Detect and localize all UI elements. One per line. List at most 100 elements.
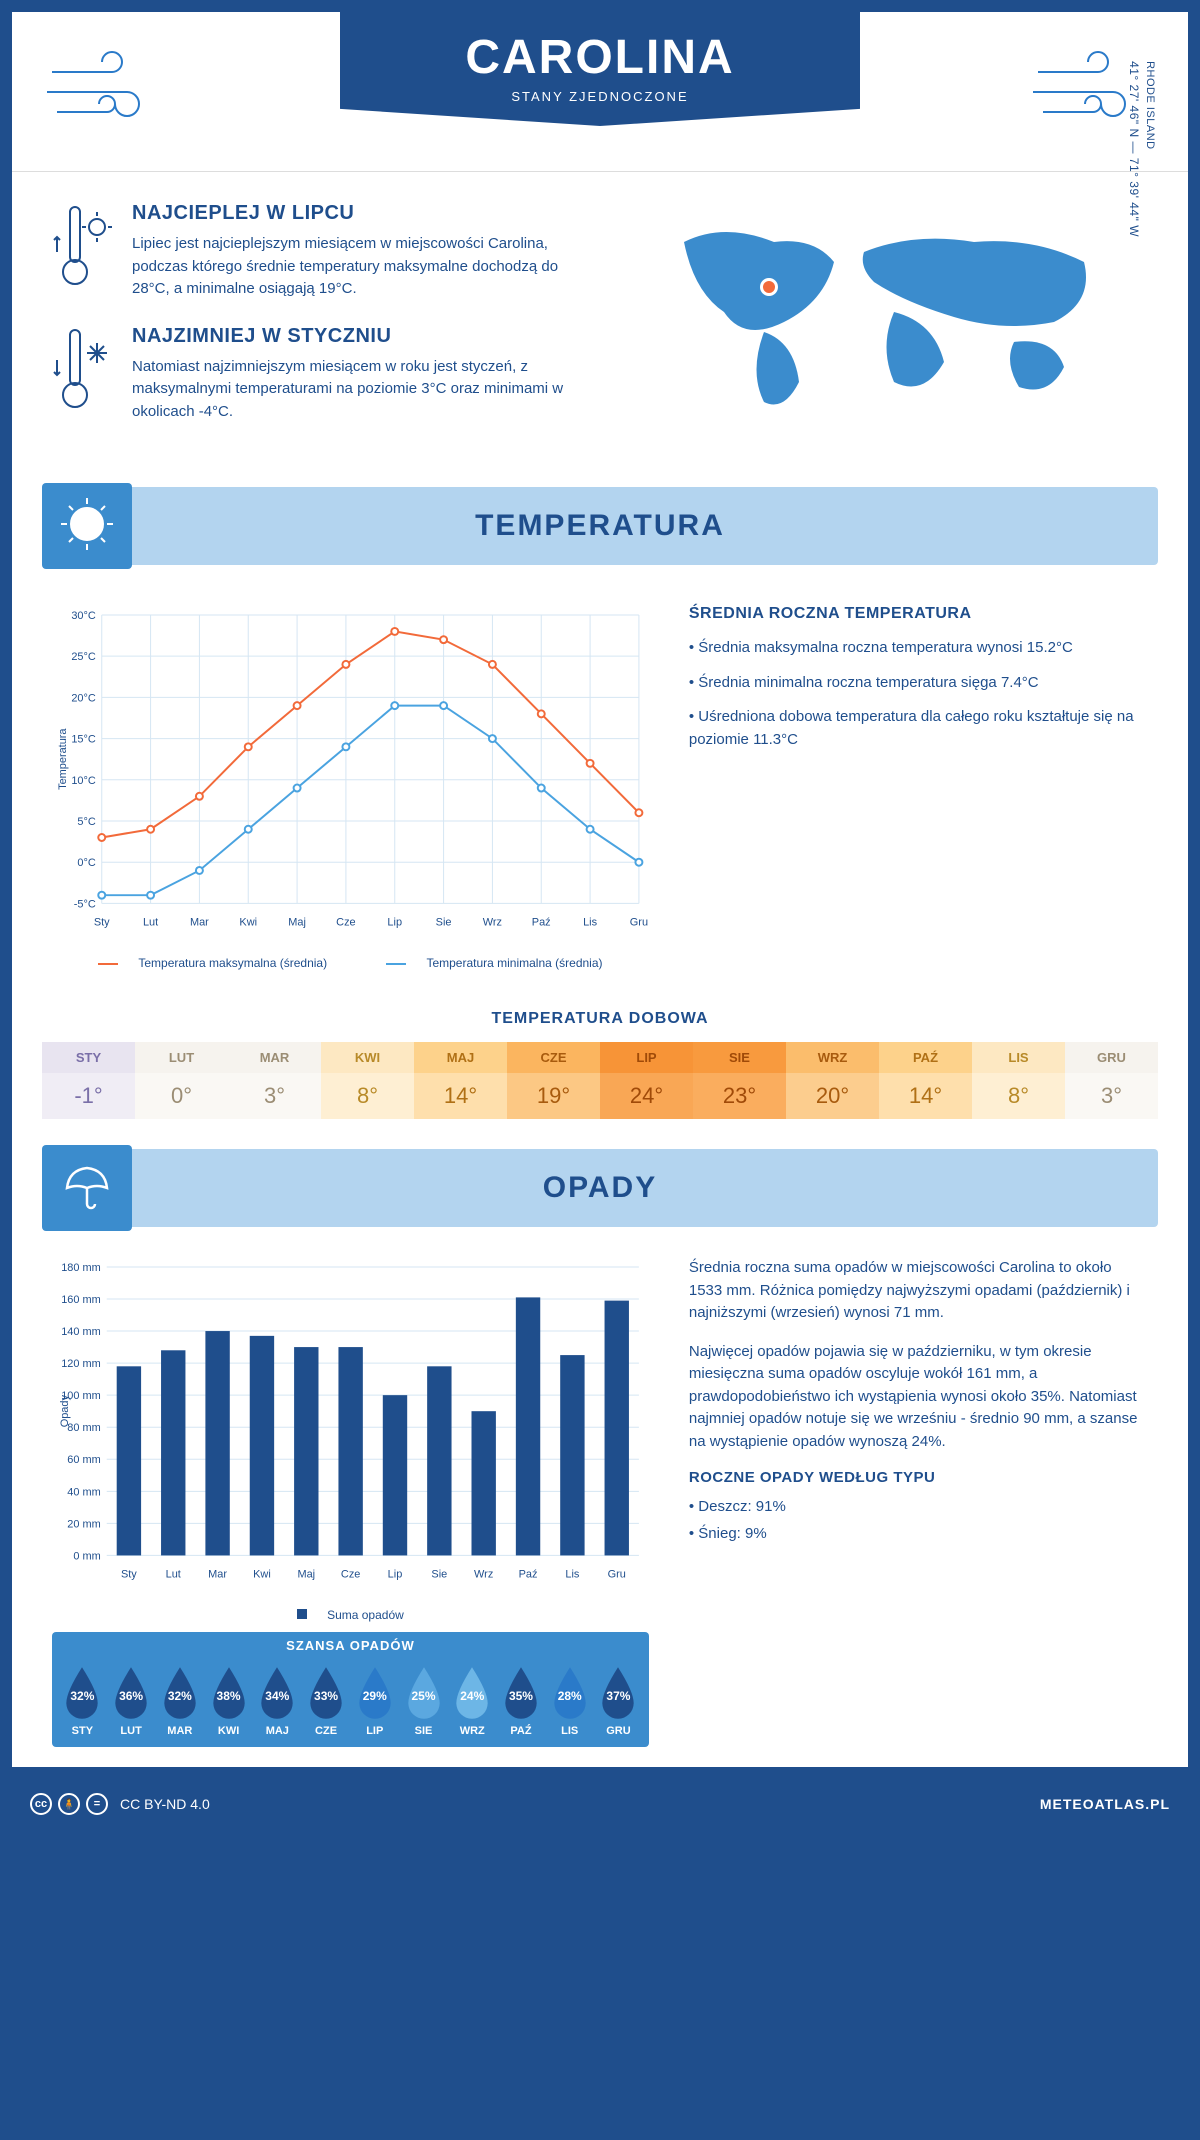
coldest-text: Natomiast najzimniejszym miesiącem w rok… [132, 356, 580, 424]
svg-text:180 mm: 180 mm [61, 1262, 101, 1274]
svg-text:Mar: Mar [190, 916, 209, 928]
umbrella-icon [59, 1158, 115, 1219]
temp-bullet: • Średnia minimalna roczna temperatura s… [689, 672, 1148, 695]
svg-text:25°C: 25°C [71, 651, 96, 663]
svg-text:Lip: Lip [387, 916, 402, 928]
temperature-chart: -5°C 0°C 5°C 10°C 15°C 20°C 25°C 30°C Sty Lut Mar K… [52, 605, 649, 970]
svg-text:140 mm: 140 mm [61, 1326, 101, 1338]
by-icon: 🧍 [58, 1793, 80, 1815]
temperature-info: ŚREDNIA ROCZNA TEMPERATURA • Średnia mak… [689, 605, 1148, 970]
svg-text:5°C: 5°C [77, 816, 95, 828]
temperature-title: TEMPERATURA [42, 487, 1158, 565]
svg-text:20°C: 20°C [71, 692, 96, 704]
svg-text:Paź: Paź [519, 1569, 538, 1581]
chance-cell: 37% GRU [594, 1665, 643, 1737]
svg-text:15°C: 15°C [71, 734, 96, 746]
daily-cell: WRZ 20° [786, 1042, 879, 1119]
coldest-block: NAJZIMNIEJ W STYCZNIU Natomiast najzimni… [52, 325, 580, 424]
hottest-text: Lipiec jest najcieplejszym miesiącem w m… [132, 233, 580, 301]
chance-title: SZANSA OPADÓW [52, 1632, 649, 1659]
nd-icon: = [86, 1793, 108, 1815]
svg-text:-5°C: -5°C [74, 898, 96, 910]
intro-section: NAJCIEPLEJ W LIPCU Lipiec jest najcieple… [12, 172, 1188, 477]
svg-text:Kwi: Kwi [239, 916, 257, 928]
svg-text:Temperatura: Temperatura [57, 728, 69, 790]
precipitation-title: OPADY [42, 1149, 1158, 1227]
chance-cell: 32% STY [58, 1665, 107, 1737]
svg-text:Wrz: Wrz [474, 1569, 493, 1581]
svg-text:Sty: Sty [121, 1569, 137, 1581]
page-title: CAROLINA [340, 30, 860, 85]
daily-temp-table: STY -1° LUT 0° MAR 3° KWI 8° MAJ 14° CZE… [42, 1042, 1158, 1119]
svg-text:0°C: 0°C [77, 857, 95, 869]
daily-cell: MAJ 14° [414, 1042, 507, 1119]
cc-icon: cc [30, 1793, 52, 1815]
precip-paragraph: Średnia roczna suma opadów w miejscowośc… [689, 1257, 1148, 1325]
chance-cell: 36% LUT [107, 1665, 156, 1737]
sun-icon [57, 494, 117, 559]
chance-cell: 35% PAŹ [497, 1665, 546, 1737]
temp-bullet: • Średnia maksymalna roczna temperatura … [689, 637, 1148, 660]
svg-text:Kwi: Kwi [253, 1569, 271, 1581]
svg-text:30°C: 30°C [71, 610, 96, 622]
brand: METEOATLAS.PL [1040, 1796, 1170, 1812]
precipitation-header: OPADY [42, 1149, 1158, 1227]
chance-cell: 25% SIE [399, 1665, 448, 1737]
daily-cell: LUT 0° [135, 1042, 228, 1119]
precip-type-bullet: • Deszcz: 91% [689, 1496, 1148, 1519]
hottest-title: NAJCIEPLEJ W LIPCU [132, 202, 580, 225]
precip-types-title: ROCZNE OPADY WEDŁUG TYPU [689, 1469, 1148, 1486]
chance-cell: 33% CZE [302, 1665, 351, 1737]
temp-bullet: • Uśredniona dobowa temperatura dla całe… [689, 706, 1148, 751]
svg-text:80 mm: 80 mm [67, 1422, 100, 1434]
svg-text:20 mm: 20 mm [67, 1519, 100, 1531]
chance-cell: 38% KWI [204, 1665, 253, 1737]
precipitation-info: Średnia roczna suma opadów w miejscowośc… [689, 1257, 1148, 1757]
svg-text:Maj: Maj [288, 916, 306, 928]
daily-cell: GRU 3° [1065, 1042, 1158, 1119]
daily-cell: CZE 19° [507, 1042, 600, 1119]
daily-cell: SIE 23° [693, 1042, 786, 1119]
daily-cell: MAR 3° [228, 1042, 321, 1119]
hottest-block: NAJCIEPLEJ W LIPCU Lipiec jest najcieple… [52, 202, 580, 301]
svg-text:160 mm: 160 mm [61, 1294, 101, 1306]
temperature-header: TEMPERATURA [42, 487, 1158, 565]
svg-text:Maj: Maj [297, 1569, 315, 1581]
svg-text:Lut: Lut [143, 916, 158, 928]
precipitation-chart: 0 mm20 mm40 mm60 mm80 mm100 mm120 mm140 … [52, 1257, 649, 1622]
precip-paragraph: Najwięcej opadów pojawia się w październ… [689, 1341, 1148, 1454]
svg-text:Sty: Sty [94, 916, 110, 928]
daily-cell: KWI 8° [321, 1042, 414, 1119]
svg-text:Paź: Paź [532, 916, 551, 928]
svg-text:120 mm: 120 mm [61, 1358, 101, 1370]
temp-info-title: ŚREDNIA ROCZNA TEMPERATURA [689, 605, 1148, 623]
daily-cell: LIP 24° [600, 1042, 693, 1119]
svg-text:Sie: Sie [431, 1569, 447, 1581]
svg-text:Gru: Gru [608, 1569, 626, 1581]
daily-temp-title: TEMPERATURA DOBOWA [12, 1010, 1188, 1028]
svg-text:0 mm: 0 mm [73, 1551, 100, 1563]
daily-cell: LIS 8° [972, 1042, 1065, 1119]
svg-text:10°C: 10°C [71, 775, 96, 787]
svg-text:60 mm: 60 mm [67, 1454, 100, 1466]
svg-text:Gru: Gru [630, 916, 648, 928]
chance-cell: 28% LIS [545, 1665, 594, 1737]
chance-cell: 32% MAR [155, 1665, 204, 1737]
svg-text:Cze: Cze [336, 916, 355, 928]
thermometer-hot-icon [52, 202, 112, 301]
svg-text:40 mm: 40 mm [67, 1487, 100, 1499]
precip-type-bullet: • Śnieg: 9% [689, 1523, 1148, 1546]
svg-text:Lut: Lut [166, 1569, 181, 1581]
chance-cell: 24% WRZ [448, 1665, 497, 1737]
svg-text:Opady: Opady [59, 1395, 71, 1428]
coldest-title: NAJZIMNIEJ W STYCZNIU [132, 325, 580, 348]
world-map: RHODE ISLAND 41° 27' 46" N — 71° 39' 44"… [620, 202, 1148, 447]
page-subtitle: STANY ZJEDNOCZONE [340, 89, 860, 104]
svg-text:Lis: Lis [583, 916, 598, 928]
header: CAROLINA STANY ZJEDNOCZONE [12, 12, 1188, 172]
coordinates: RHODE ISLAND 41° 27' 46" N — 71° 39' 44"… [1127, 61, 1156, 237]
chance-cell: 34% MAJ [253, 1665, 302, 1737]
svg-text:Sie: Sie [436, 916, 452, 928]
chance-cell: 29% LIP [350, 1665, 399, 1737]
title-ribbon: CAROLINA STANY ZJEDNOCZONE [340, 12, 860, 126]
